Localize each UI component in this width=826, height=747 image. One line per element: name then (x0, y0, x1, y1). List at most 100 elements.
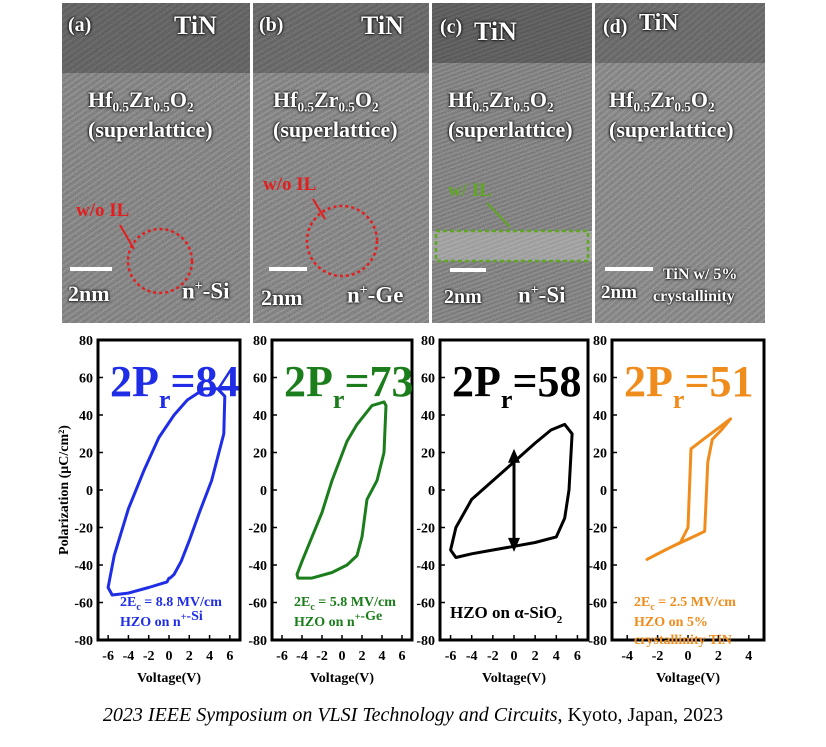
tem-panel-a: (a) TiN Hf0.5Zr0.5O2 (superlattice) w/o … (62, 3, 250, 323)
x-tick-label: 0 (339, 649, 346, 664)
structure-label: (superlattice) (448, 117, 573, 142)
y-tick-label: 40 (421, 409, 435, 424)
x-tick-label: 6 (399, 649, 406, 664)
y-tick-label: -80 (74, 634, 93, 649)
tem-panel-d: (d) TiN Hf0.5Zr0.5O2 (superlattice) 2nm … (595, 3, 765, 323)
x-tick-label: -2 (316, 649, 328, 664)
x-tick-label: -6 (102, 649, 114, 664)
scale-label: 2nm (68, 281, 110, 306)
caption-location: , Kyoto, Japan, 2023 (557, 704, 724, 726)
substrate-label-line2: crystallinity (653, 288, 735, 305)
x-tick-label: 4 (553, 649, 560, 664)
scale-bar (70, 267, 112, 271)
x-tick-label: -6 (445, 649, 457, 664)
x-tick-label: -4 (123, 649, 135, 664)
x-tick-label: 4 (745, 649, 752, 664)
pr-value-label: 2Pr=58 (452, 357, 582, 414)
y-tick-label: 60 (593, 372, 607, 387)
structure-label: (superlattice) (273, 117, 398, 142)
panel-letter: (c) (440, 16, 463, 38)
y-tick-label: -60 (248, 597, 267, 612)
interface-label: w/o IL (263, 174, 317, 195)
y-tick-label: 0 (86, 484, 93, 499)
pr-arrow-head-up (508, 448, 520, 463)
x-tick-label: 0 (685, 649, 692, 664)
x-axis-label: Voltage(V) (482, 671, 546, 686)
substrate-label: n+-Ge (347, 282, 404, 308)
y-tick-label: -80 (588, 634, 607, 649)
pr-value-label: 2Pr=84 (110, 357, 240, 414)
caption-venue: 2023 IEEE Symposium on VLSI Technology a… (102, 704, 558, 726)
x-tick-label: 0 (511, 649, 518, 664)
top-electrode-label: TiN (361, 11, 404, 40)
scale-label: 2nm (601, 282, 637, 303)
pv-loop-line (106, 387, 227, 597)
scale-bar (450, 268, 486, 272)
y-tick-label: -20 (588, 522, 607, 537)
y-tick-label: -80 (248, 634, 267, 649)
pv-loop-line (449, 422, 574, 559)
y-axis-label: Polarization (μC/cm²) (57, 425, 72, 555)
x-tick-label: 2 (532, 649, 539, 664)
x-tick-label: -2 (143, 649, 155, 664)
x-tick-label: 4 (206, 649, 213, 664)
x-tick-label: -4 (621, 649, 633, 664)
pr-value-label: 2Pr=51 (624, 357, 754, 414)
panel-letter: (a) (68, 14, 92, 36)
x-tick-label: -4 (296, 649, 308, 664)
y-tick-label: -60 (74, 597, 93, 612)
y-tick-label: -20 (74, 522, 93, 537)
pv-loop-line (295, 400, 388, 580)
pr-arrow-head-down (508, 537, 520, 552)
y-tick-label: 40 (253, 409, 267, 424)
coercive-field-label: 2Ec = 8.8 MV/cm (120, 595, 222, 613)
y-tick-label: -20 (416, 522, 435, 537)
sample-label: HZO on α-SiO2 (450, 603, 563, 626)
y-tick-label: 0 (428, 484, 435, 499)
x-tick-label: 0 (166, 649, 173, 664)
sample-label: HZO on n+-Ge (294, 609, 382, 630)
structure-label: (superlattice) (609, 117, 734, 142)
y-tick-label: 80 (593, 334, 607, 349)
y-tick-label: 60 (79, 372, 93, 387)
y-tick-label: 20 (253, 447, 267, 462)
y-tick-label: -40 (248, 559, 267, 574)
coercive-field-label: 2Ec = 2.5 MV/cm (634, 595, 736, 613)
substrate-label: n+-Si (518, 282, 566, 308)
interface-label: w/o IL (76, 200, 130, 221)
structure-label: (superlattice) (88, 117, 213, 142)
tem-panel-c: (c) TiN Hf0.5Zr0.5O2 (superlattice) w/ I… (432, 3, 592, 323)
citation-caption: 2023 IEEE Symposium on VLSI Technology a… (0, 704, 826, 727)
y-tick-label: 60 (253, 372, 267, 387)
x-tick-label: 4 (379, 649, 386, 664)
film-label: Hf0.5Zr0.5O2 (609, 87, 715, 115)
x-tick-label: -2 (652, 649, 664, 664)
y-tick-label: -40 (416, 559, 435, 574)
coercive-field-label: 2Ec = 5.8 MV/cm (294, 595, 396, 613)
sample-label: HZO on n+-Si (120, 609, 203, 630)
x-tick-label: -4 (466, 649, 478, 664)
top-electrode-label: TiN (174, 11, 217, 40)
y-tick-label: 60 (421, 372, 435, 387)
panel-letter: (b) (259, 14, 284, 36)
tem-image-c (432, 3, 592, 323)
x-tick-label: -2 (487, 649, 499, 664)
y-tick-label: 20 (593, 447, 607, 462)
y-tick-label: 0 (600, 484, 607, 499)
y-tick-label: 20 (421, 447, 435, 462)
x-tick-label: 6 (226, 649, 233, 664)
scale-bar (269, 267, 307, 271)
x-tick-label: 2 (186, 649, 193, 664)
interface-label: w/ IL (448, 180, 492, 201)
scale-label: 2nm (444, 286, 482, 308)
x-tick-label: -6 (276, 649, 288, 664)
film-label: Hf0.5Zr0.5O2 (88, 87, 194, 115)
sample-label-line2: crystallinity TiN (634, 633, 732, 648)
y-tick-label: -60 (588, 597, 607, 612)
y-tick-label: 40 (593, 409, 607, 424)
x-tick-label: 6 (574, 649, 581, 664)
scale-bar (605, 267, 653, 271)
y-tick-label: 80 (79, 334, 93, 349)
film-label: Hf0.5Zr0.5O2 (273, 87, 379, 115)
